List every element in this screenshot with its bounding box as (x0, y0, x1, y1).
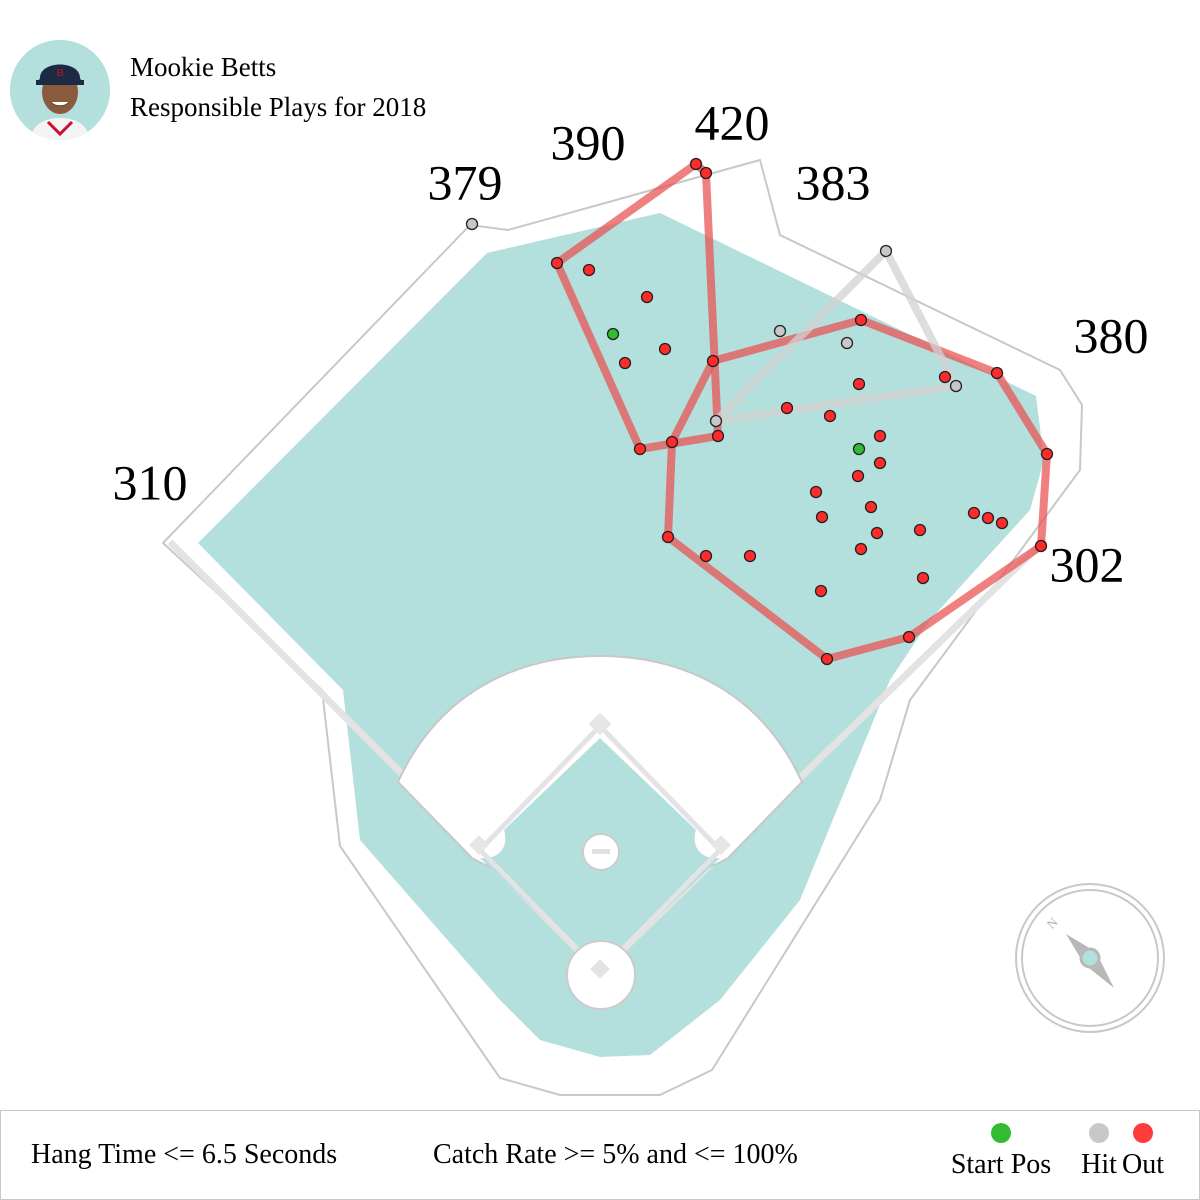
stadium-field-chart: N 310 379 390 420 383 380 302 (113, 94, 1165, 1096)
point-out-16 (780, 401, 794, 415)
point-start-pos-1 (852, 442, 866, 456)
point-out-0 (550, 256, 564, 270)
fence-distance-420: 420 (695, 94, 770, 150)
legend-out-dot (1133, 1123, 1153, 1143)
point-out-17 (823, 409, 837, 423)
play-points (465, 157, 1054, 666)
point-out-28 (995, 516, 1009, 530)
outer-wall (161, 158, 1084, 1096)
point-out-30 (854, 542, 868, 556)
legend-start-label: Start Pos (950, 1149, 1052, 1180)
outfield-grass (198, 213, 1044, 1057)
point-out-10 (711, 429, 725, 443)
point-hit-1 (879, 244, 893, 258)
point-out-24 (870, 526, 884, 540)
point-out-5 (689, 157, 703, 171)
hull-out-1 (664, 316, 1051, 663)
legend-hit: Hit (1069, 1123, 1129, 1181)
fence-distance-labels: 310 379 390 420 383 380 302 (113, 94, 1149, 592)
hull-polygons (553, 160, 1051, 663)
player-name: Mookie Betts (130, 52, 277, 82)
hull-out-0 (553, 160, 722, 453)
footer-legend-bar: Hang Time <= 6.5 Seconds Catch Rate >= 5… (0, 1110, 1200, 1200)
point-out-32 (743, 549, 757, 563)
point-out-22 (815, 510, 829, 524)
player-headshot-icon: B (10, 40, 110, 140)
legend-out: Out (1113, 1123, 1173, 1181)
point-out-11 (854, 313, 868, 327)
point-out-7 (706, 354, 720, 368)
compass-north-label: N (1044, 914, 1062, 932)
legend-out-label: Out (1122, 1149, 1164, 1180)
point-out-2 (640, 290, 654, 304)
point-out-4 (658, 342, 672, 356)
point-out-13 (938, 370, 952, 384)
point-hit-4 (949, 379, 963, 393)
pitchers-rubber (592, 849, 610, 854)
point-out-33 (699, 549, 713, 563)
point-out-35 (814, 584, 828, 598)
point-out-21 (809, 485, 823, 499)
fence-distance-380: 380 (1074, 307, 1149, 363)
point-out-8 (633, 442, 647, 456)
point-out-34 (661, 530, 675, 544)
point-out-37 (820, 652, 834, 666)
point-hit-3 (840, 336, 854, 350)
fence-distance-390: 390 (551, 114, 626, 170)
point-out-18 (873, 429, 887, 443)
second-base (588, 712, 612, 736)
hang-time-filter: Hang Time <= 6.5 Seconds (31, 1139, 338, 1170)
point-out-12 (852, 377, 866, 391)
point-out-20 (851, 469, 865, 483)
fence-distance-383: 383 (796, 154, 871, 210)
legend-hit-label: Hit (1081, 1149, 1117, 1180)
point-out-9 (665, 435, 679, 449)
fence-distance-302: 302 (1050, 536, 1125, 592)
point-start-pos-0 (606, 327, 620, 341)
compass-icon: N (1015, 883, 1165, 1033)
home-plate (590, 959, 610, 979)
legend-start-pos: Start Pos (941, 1123, 1061, 1181)
first-base (711, 835, 731, 855)
catch-rate-filter: Catch Rate >= 5% and <= 100% (433, 1139, 798, 1170)
point-hit-0 (465, 217, 479, 231)
legend-start-dot (991, 1123, 1011, 1143)
header: B Mookie Betts Responsible Plays for 201… (0, 0, 700, 150)
hull-hit-2 (712, 247, 960, 425)
fence-distance-379: 379 (428, 154, 503, 210)
point-out-3 (618, 356, 632, 370)
chart-subtitle: Responsible Plays for 2018 (130, 92, 427, 122)
point-out-19 (873, 456, 887, 470)
point-hit-5 (709, 414, 723, 428)
point-out-31 (916, 571, 930, 585)
third-base (469, 835, 489, 855)
point-out-15 (1040, 447, 1054, 461)
point-hit-2 (773, 324, 787, 338)
fence-distance-310: 310 (113, 454, 188, 510)
point-out-25 (913, 523, 927, 537)
point-out-29 (1034, 539, 1048, 553)
point-out-26 (967, 506, 981, 520)
point-out-27 (981, 511, 995, 525)
point-out-1 (582, 263, 596, 277)
legend-hit-dot (1089, 1123, 1109, 1143)
point-out-36 (902, 630, 916, 644)
point-out-23 (864, 500, 878, 514)
point-out-6 (699, 166, 713, 180)
point-out-14 (990, 366, 1004, 380)
svg-text:B: B (56, 67, 63, 79)
